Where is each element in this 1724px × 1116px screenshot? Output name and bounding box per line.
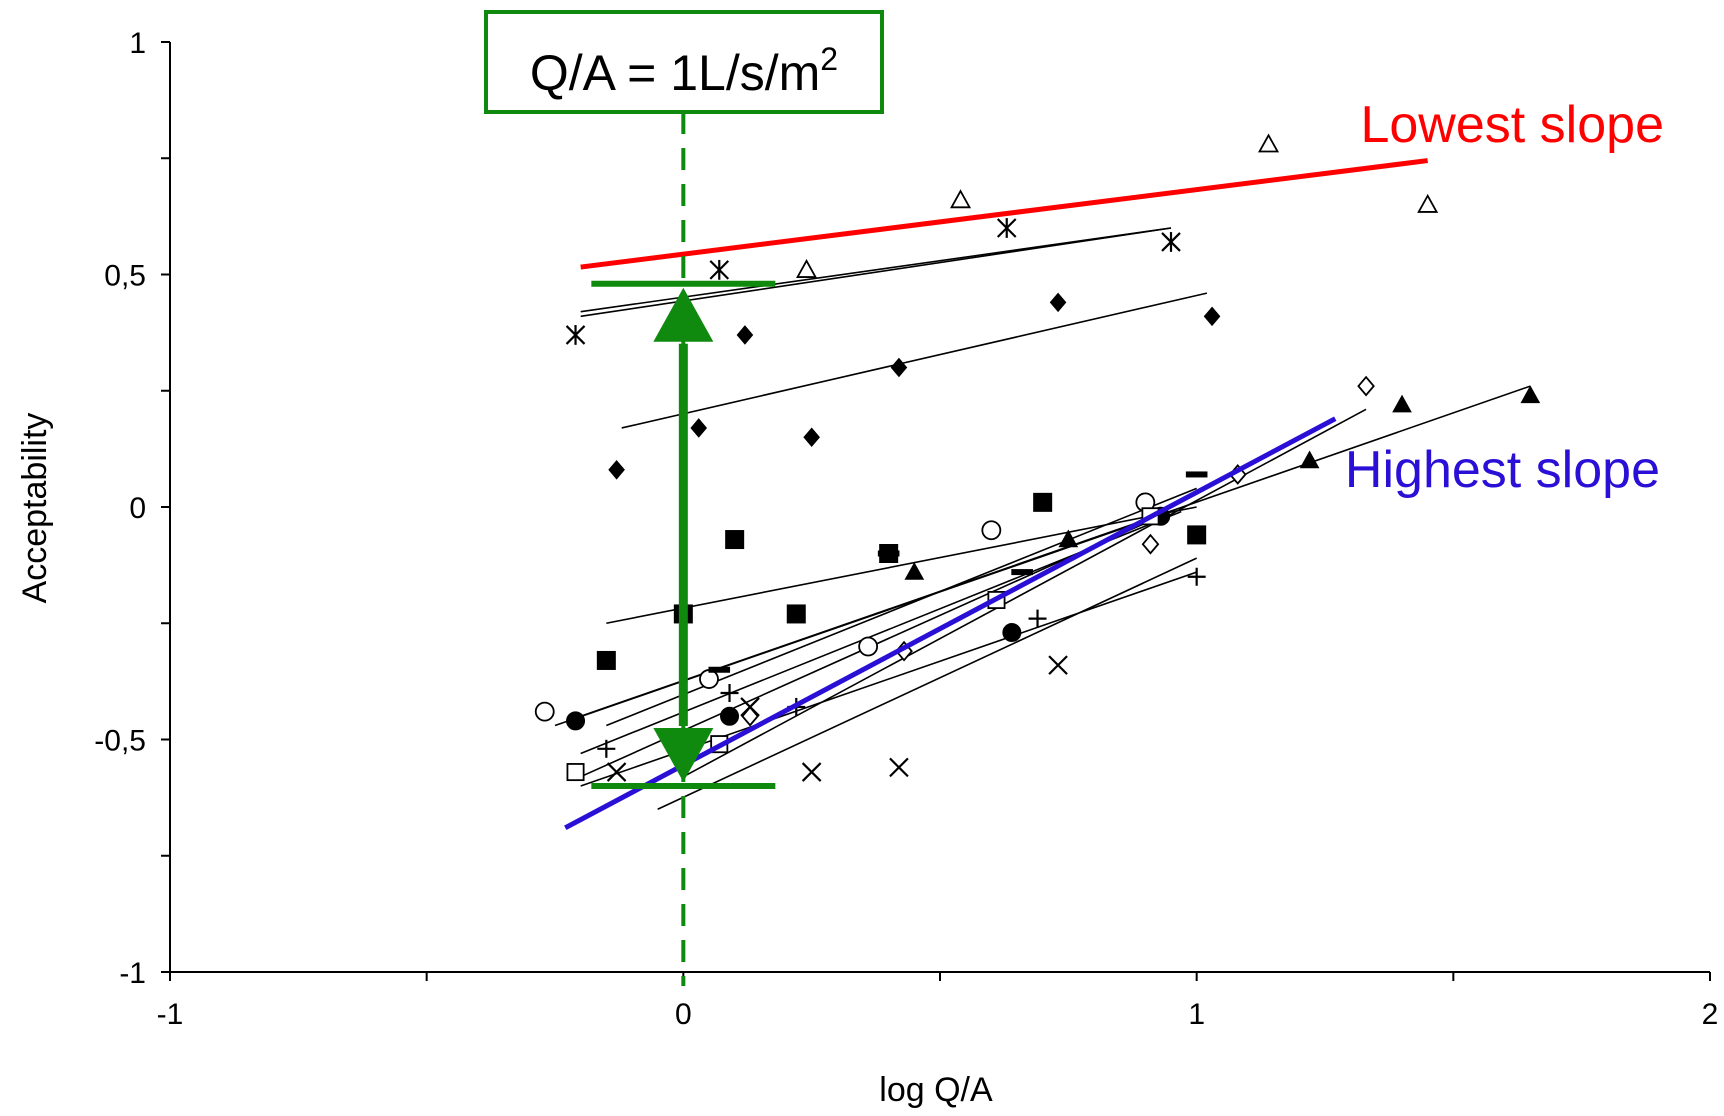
data-point	[709, 259, 730, 280]
data-point	[566, 711, 586, 731]
data-point	[565, 325, 586, 345]
data-point	[690, 418, 708, 438]
fit-line	[580, 227, 1172, 313]
data-point	[1417, 193, 1439, 213]
data-point	[597, 739, 616, 758]
data-points	[534, 133, 1541, 782]
data-point	[1058, 529, 1079, 548]
data-point	[904, 562, 925, 580]
y-axis-label: Acceptability	[16, 413, 54, 604]
lowest-slope-label: Lowest slope	[1360, 96, 1664, 154]
data-point	[1187, 567, 1206, 586]
fit-line	[682, 408, 1367, 778]
data-point	[1002, 623, 1022, 643]
data-point	[996, 218, 1017, 238]
lowest-slope-line	[580, 158, 1428, 270]
data-point	[950, 189, 972, 209]
data-point	[566, 763, 585, 782]
data-point	[1299, 450, 1320, 469]
data-point	[725, 530, 745, 550]
x-tick-label: 0	[675, 998, 692, 1031]
data-point	[1161, 232, 1181, 252]
reference-box-superscript: 2	[820, 41, 838, 77]
data-point	[889, 757, 909, 778]
data-point	[1033, 492, 1053, 512]
data-point	[720, 706, 740, 726]
fit-line	[580, 385, 1531, 718]
data-point	[736, 325, 754, 345]
data-point	[1049, 292, 1067, 313]
data-point	[890, 357, 908, 378]
data-point	[741, 705, 759, 727]
data-point	[796, 258, 818, 278]
y-tick-label: -1	[119, 957, 146, 990]
fit-line	[657, 557, 1198, 810]
reference-box-text: Q/A = 1L/s/m2	[530, 41, 838, 101]
data-point	[708, 666, 731, 673]
range-arrow-down-head	[653, 728, 714, 782]
y-tick-label: 0	[129, 492, 146, 525]
x-axis-label: log Q/A	[879, 1071, 993, 1109]
highest-slope-label: Highest slope	[1345, 441, 1660, 499]
y-tick-label: 1	[129, 27, 146, 60]
data-point	[596, 650, 616, 670]
data-point	[1357, 375, 1375, 397]
data-point	[1258, 133, 1280, 153]
data-point	[1520, 385, 1541, 404]
reference-annotation: Q/A = 1L/s/m2	[484, 10, 884, 986]
reference-box	[484, 10, 884, 114]
axes: -1 -0,5 0 0,5 1 -1 0 1 2	[94, 27, 1718, 1031]
data-point	[720, 684, 739, 702]
data-point	[1392, 394, 1412, 413]
reference-box-main-text: Q/A = 1L/s/m	[530, 45, 820, 101]
data-point	[1185, 471, 1208, 478]
fit-line	[606, 506, 1197, 625]
data-point	[858, 636, 879, 657]
fit-lines	[554, 227, 1531, 810]
data-point	[606, 762, 627, 782]
data-point	[877, 550, 900, 557]
x-tick-label: -1	[157, 998, 184, 1031]
data-point	[1028, 609, 1047, 628]
x-tick-label: 1	[1188, 998, 1205, 1031]
data-point	[1141, 533, 1160, 555]
fit-line	[621, 292, 1208, 429]
data-point	[1187, 525, 1207, 545]
data-point	[981, 520, 1002, 541]
data-point	[803, 427, 820, 448]
y-tick-label: 0,5	[104, 260, 146, 293]
fit-line	[606, 487, 1197, 727]
x-tick-label: 2	[1702, 998, 1719, 1031]
data-point	[608, 460, 625, 480]
range-arrow-up-head	[653, 287, 714, 342]
data-point	[801, 762, 822, 782]
y-tick-label: -0,5	[94, 725, 146, 758]
data-point	[740, 697, 760, 717]
data-point	[1011, 569, 1033, 576]
data-point	[534, 701, 555, 722]
data-point	[786, 604, 806, 624]
data-point	[1048, 655, 1068, 675]
data-point	[1203, 306, 1221, 327]
